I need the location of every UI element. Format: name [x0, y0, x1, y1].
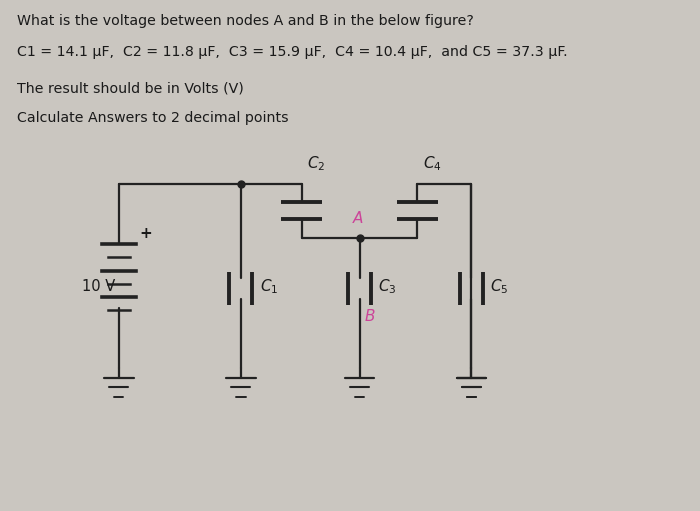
Text: Calculate Answers to 2 decimal points: Calculate Answers to 2 decimal points: [17, 111, 288, 125]
Text: B: B: [365, 309, 375, 324]
Text: $C_3$: $C_3$: [379, 277, 397, 295]
Text: A: A: [353, 212, 363, 226]
Text: 10 V: 10 V: [82, 278, 116, 294]
Text: C1 = 14.1 μF,  C2 = 11.8 μF,  C3 = 15.9 μF,  C4 = 10.4 μF,  and C5 = 37.3 μF.: C1 = 14.1 μF, C2 = 11.8 μF, C3 = 15.9 μF…: [17, 45, 568, 59]
Text: $C_4$: $C_4$: [423, 154, 441, 173]
Text: $C_2$: $C_2$: [307, 154, 326, 173]
Text: $C_1$: $C_1$: [260, 277, 278, 295]
Text: $C_5$: $C_5$: [491, 277, 509, 295]
Text: The result should be in Volts (V): The result should be in Volts (V): [17, 82, 244, 96]
Text: +: +: [139, 226, 152, 242]
Text: What is the voltage between nodes A and B in the below figure?: What is the voltage between nodes A and …: [17, 14, 474, 28]
